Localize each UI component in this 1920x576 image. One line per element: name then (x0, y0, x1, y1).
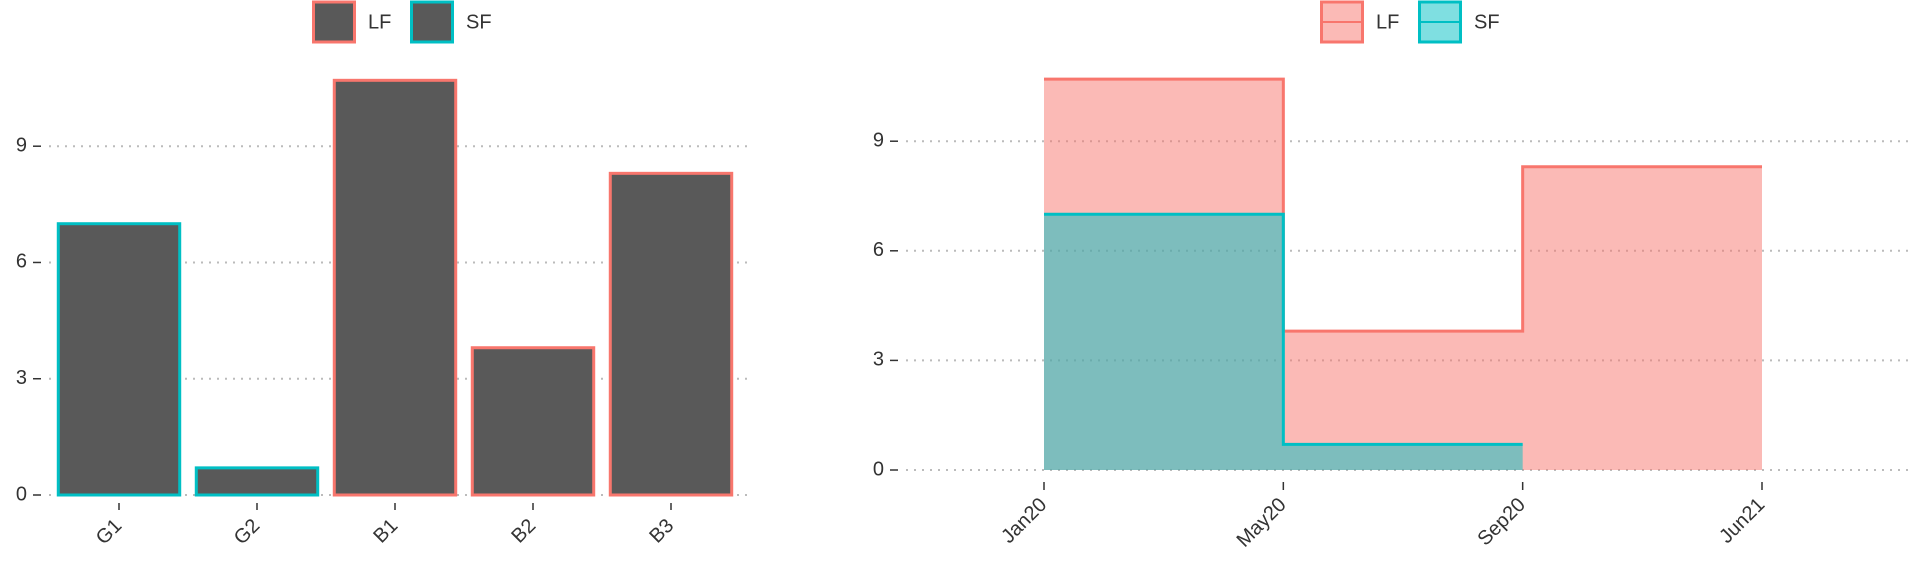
step-line (1044, 212, 1523, 446)
bar (56, 222, 182, 497)
x-tick-label: B3 (645, 515, 678, 548)
legend-label: LF (1376, 11, 1399, 33)
y-tick-label: 0 (16, 483, 27, 505)
x-tick-label: G1 (92, 515, 126, 549)
y-tick-label: 0 (873, 458, 884, 480)
y-tick-label: 3 (16, 367, 27, 389)
x-tick-label: G2 (230, 515, 264, 549)
x-tick-label: Jan20 (997, 494, 1051, 548)
bar (608, 171, 734, 497)
x-tick-label: May20 (1233, 494, 1291, 552)
step-line (1044, 77, 1762, 333)
bar (470, 346, 596, 497)
legend-label: SF (466, 11, 492, 33)
y-tick-label: 9 (873, 129, 884, 151)
legend-label: LF (368, 11, 391, 33)
x-tick-label: Jun21 (1715, 494, 1769, 548)
x-tick-label: B2 (507, 515, 540, 548)
y-tick-label: 6 (873, 239, 884, 261)
y-tick-label: 3 (873, 349, 884, 371)
legend-label: SF (1474, 11, 1500, 33)
y-tick-label: 9 (16, 134, 27, 156)
x-tick-label: Sep20 (1473, 494, 1529, 550)
x-tick-label: B1 (369, 515, 402, 548)
y-tick-label: 6 (16, 251, 27, 273)
legend-swatch (410, 0, 454, 44)
legend-swatch (312, 0, 356, 44)
bar (332, 78, 458, 497)
bar (194, 466, 320, 497)
